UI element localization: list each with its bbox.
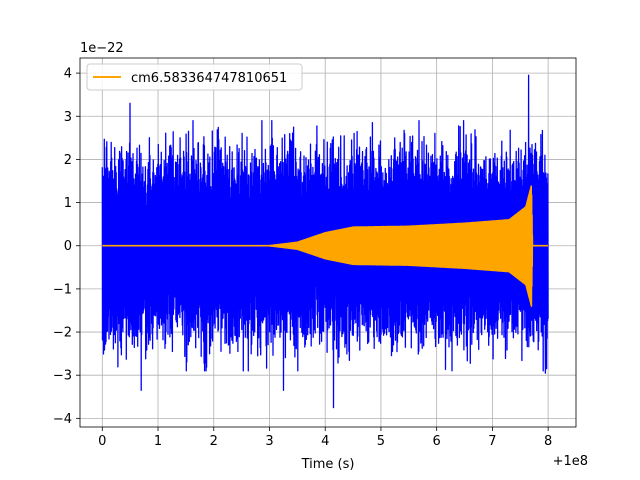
y-tick-label: 4: [64, 67, 72, 82]
legend-label: cm6.583364747810651: [131, 71, 287, 86]
legend-box: [86, 63, 303, 91]
y-tick-label: −3: [53, 369, 72, 384]
y-scale-label: 1e−22: [80, 41, 124, 56]
y-tick-label: −4: [53, 412, 72, 427]
y-tick-label: 2: [64, 153, 72, 168]
legend: cm6.583364747810651: [86, 63, 303, 91]
x-tick-label: 1: [154, 434, 162, 449]
y-tick-label: 3: [64, 110, 72, 125]
x-tick-label: 6: [433, 434, 441, 449]
x-axis-label: Time (s): [301, 457, 355, 472]
plot-frame: [79, 57, 577, 428]
x-tick-label: 3: [265, 434, 273, 449]
signal-series-line: [101, 185, 549, 307]
x-tick-label: 4: [321, 434, 329, 449]
x-tick-label: 2: [210, 434, 218, 449]
x-axis-ticks: 0 1 2 3 4 5 6 7 8: [98, 427, 552, 449]
x-tick-label: 0: [98, 434, 106, 449]
y-tick-label: −1: [53, 282, 72, 297]
y-tick-label: 0: [64, 239, 72, 254]
x-tick-label: 5: [377, 434, 385, 449]
y-tick-label: 1: [64, 196, 72, 211]
x-tick-label: 8: [544, 434, 552, 449]
series-layer: [101, 74, 549, 409]
y-axis-ticks: −4 −3 −2 −1 0 1 2 3 4: [53, 67, 80, 427]
y-tick-label: −2: [53, 326, 72, 341]
x-tick-label: 7: [488, 434, 496, 449]
x-offset-label: +1e8: [553, 454, 588, 469]
